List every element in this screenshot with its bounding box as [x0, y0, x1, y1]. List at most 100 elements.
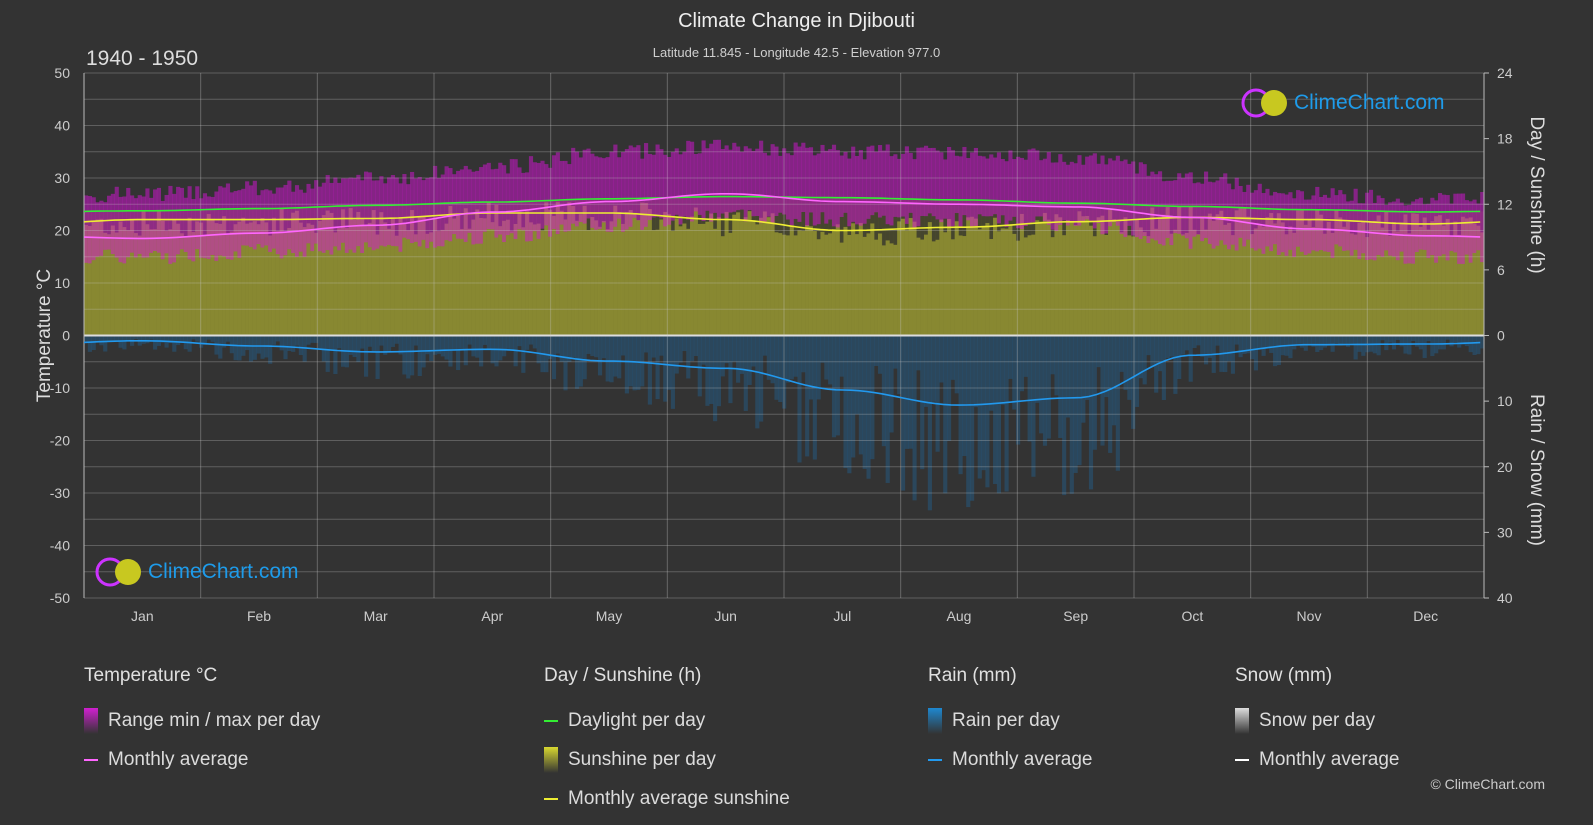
temp-range-bar [1042, 158, 1048, 222]
month-label: Nov [1297, 608, 1322, 624]
temp-range-bar [433, 165, 438, 248]
rain-bar [1399, 335, 1404, 347]
rain-bar [425, 335, 430, 355]
sunshine-bar [670, 230, 675, 336]
temp-range-bar [808, 147, 814, 213]
sunshine-bar [1384, 211, 1389, 336]
temp-range-bar [947, 147, 952, 227]
sunshine-bar [640, 202, 645, 336]
rain-bar [947, 335, 952, 441]
rain-bar [590, 335, 595, 357]
rain-bar [893, 335, 898, 369]
sunshine-bar [375, 234, 380, 336]
rain-bar [774, 335, 779, 400]
temp-range-bar [383, 183, 388, 247]
rain-bar [306, 335, 311, 345]
logo-bottom[interactable]: ClimeChart.com [94, 556, 299, 588]
sunshine-bar [187, 217, 192, 336]
temp-range-bar [179, 187, 185, 250]
temp-range-bar [356, 174, 361, 247]
legend-item[interactable]: Monthly average sunshine [544, 779, 790, 818]
legend-item[interactable]: Rain per day [928, 701, 1092, 740]
sunshine-bar [459, 228, 465, 336]
temp-range-bar [597, 157, 603, 230]
rain-bar [766, 335, 771, 380]
temp-range-bar [352, 177, 357, 253]
temp-range-bar [1207, 181, 1212, 244]
sunshine-bar [594, 220, 599, 336]
sunshine-bar [1257, 224, 1262, 336]
rain-bar [885, 335, 890, 483]
legend-item[interactable]: Monthly average [1235, 740, 1399, 779]
sunshine-bar [1177, 206, 1182, 336]
legend-item[interactable]: Monthly average [84, 740, 320, 779]
rain-bar [356, 335, 361, 363]
temp-range-bar [1353, 188, 1358, 250]
temp-range-bar [1215, 180, 1220, 246]
right-bottom-tick-label: 10 [1497, 393, 1513, 409]
sunshine-bar [935, 239, 940, 336]
temp-range-bar [1138, 162, 1143, 239]
legend-item[interactable]: Monthly average [928, 740, 1092, 779]
sunshine-bar [264, 222, 269, 336]
sunshine-bar [505, 219, 511, 336]
legend-group: Rain (mm) Rain per day Monthly average [928, 665, 1092, 779]
sunshine-bar [1361, 221, 1366, 336]
temp-range-bar [456, 170, 461, 239]
temp-range-bar [126, 187, 131, 258]
rain-bar [394, 335, 399, 344]
rain-bar [843, 335, 848, 469]
sunshine-bar [1372, 220, 1377, 336]
temp-range-bar [713, 139, 718, 213]
rain-bar [713, 335, 718, 422]
temp-range-bar [241, 188, 246, 246]
temp-range-bar [1299, 191, 1305, 252]
rain-bar [482, 335, 488, 345]
sunshine-bar [900, 218, 906, 336]
sunshine-bar [256, 224, 261, 336]
legend-swatch [1235, 707, 1249, 734]
rain-bar [1027, 335, 1032, 442]
sunshine-bar [943, 232, 948, 336]
rain-bar [762, 335, 768, 356]
temp-range-bar [782, 148, 787, 215]
temp-range-bar [1204, 171, 1209, 239]
legend-item[interactable]: Sunshine per day [544, 740, 790, 779]
rain-bar [709, 335, 714, 404]
legend-item[interactable]: Range min / max per day [84, 701, 320, 740]
legend-item[interactable]: Daylight per day [544, 701, 790, 740]
temp-range-bar [333, 177, 338, 247]
rain-bar [248, 335, 254, 362]
rain-bar [1296, 335, 1301, 345]
sunshine-bar [831, 229, 837, 336]
temp-range-bar [1288, 192, 1293, 250]
temp-range-bar [1388, 202, 1393, 256]
temp-range-bar [1384, 204, 1389, 251]
rain-bar [1407, 335, 1412, 355]
rain-bar [467, 335, 472, 345]
rain-bar [1391, 335, 1397, 350]
sunshine-bar [820, 231, 825, 336]
right-top-tick-label: 24 [1497, 65, 1513, 81]
sunshine-bar [563, 219, 568, 336]
rain-bar [1196, 335, 1201, 346]
rain-bar [1307, 335, 1312, 346]
sunshine-bar [202, 235, 208, 336]
temp-range-bar [425, 177, 430, 249]
rain-bar [1165, 335, 1170, 359]
sunshine-bar [808, 226, 814, 336]
temp-range-bar [620, 151, 626, 232]
sunshine-bar [448, 205, 453, 336]
logo-top[interactable]: ClimeChart.com [1240, 87, 1445, 119]
legend-item[interactable]: Snow per day [1235, 701, 1399, 740]
sunshine-bar [993, 217, 998, 336]
sunshine-bar [1407, 233, 1412, 336]
temp-range-bar [1016, 156, 1021, 229]
sunshine-bar [168, 229, 173, 336]
rain-bar [693, 335, 698, 357]
rain-bar [502, 335, 507, 357]
sunshine-bar [620, 223, 626, 336]
temp-range-bar [755, 148, 760, 217]
temp-range-bar [268, 190, 273, 252]
temp-range-bar [709, 143, 714, 222]
